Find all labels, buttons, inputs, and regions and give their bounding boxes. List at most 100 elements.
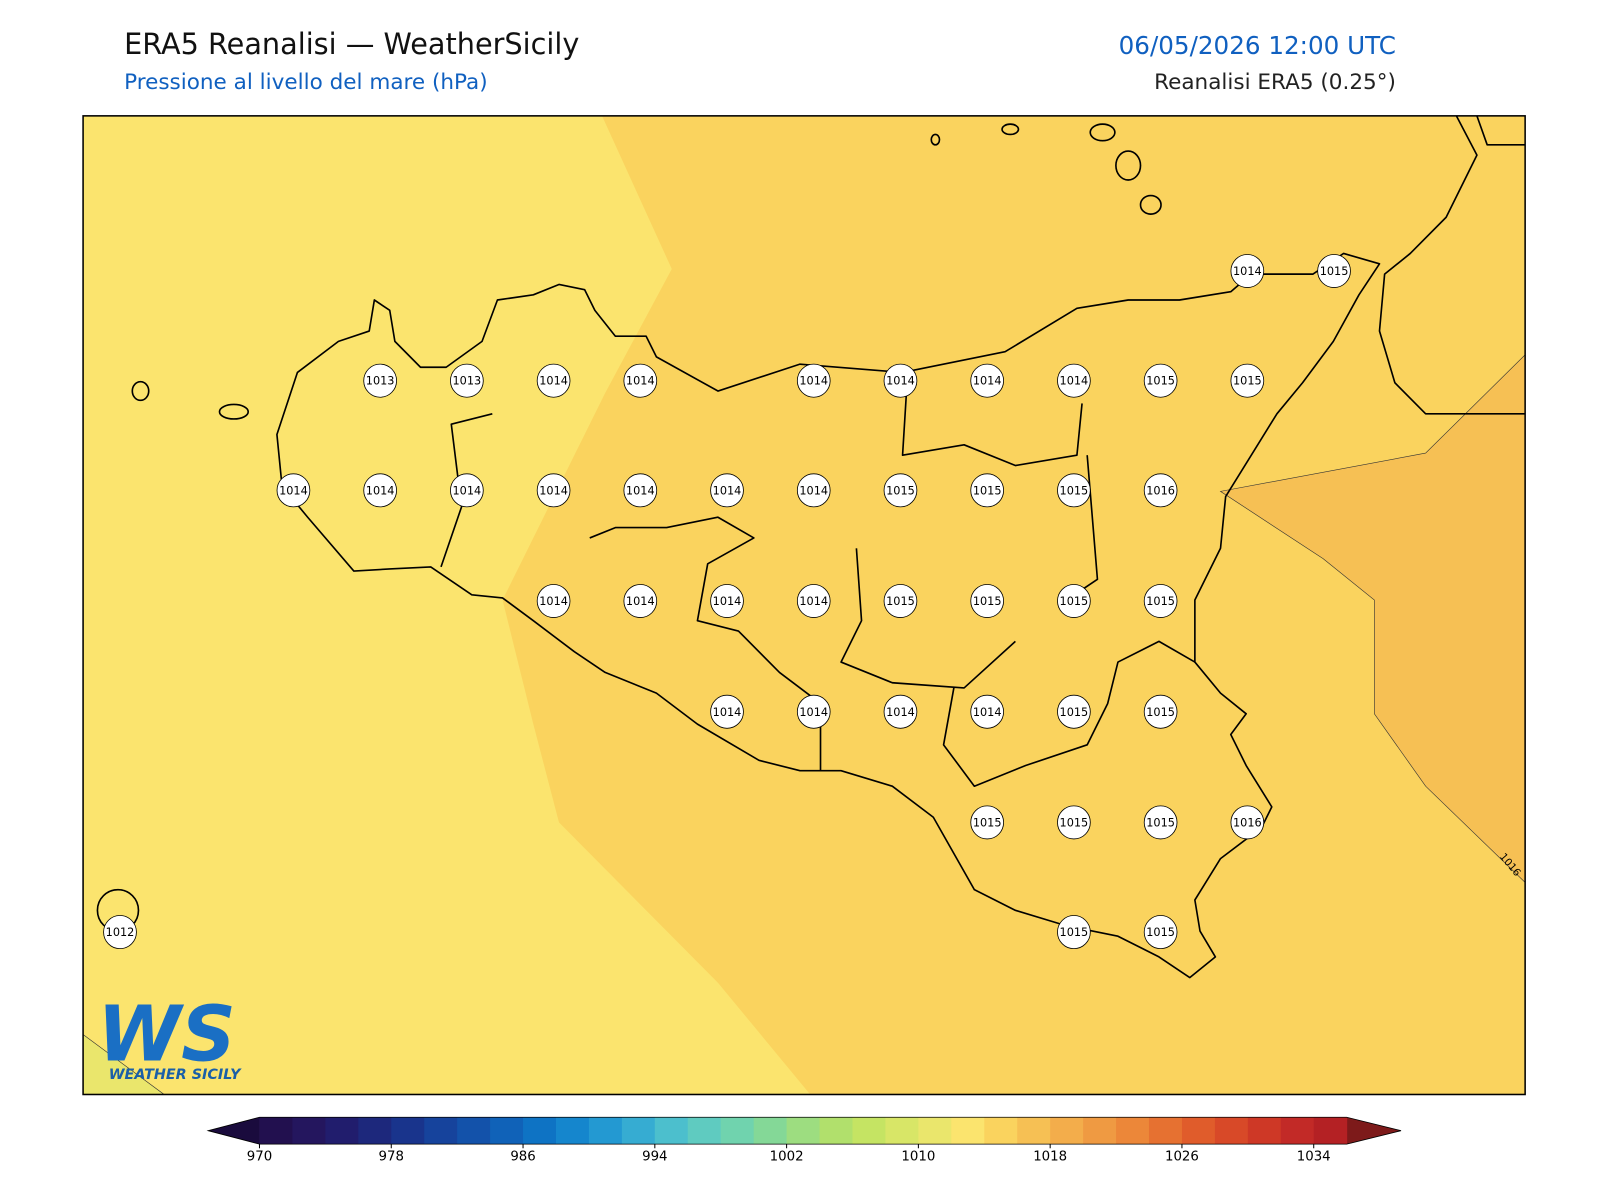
island	[1139, 194, 1162, 215]
colorbar-tick-label: 994	[642, 1150, 667, 1165]
pressure-label: 1015	[1057, 584, 1091, 618]
pressure-label: 1014	[796, 363, 831, 398]
label-circle	[623, 473, 658, 508]
label-circle	[883, 694, 918, 729]
label-text: 1015	[886, 483, 915, 497]
label-text: 1014	[886, 374, 915, 388]
pressure-label: 1016	[1230, 805, 1265, 840]
colorbar-bin	[1280, 1117, 1315, 1145]
label-text: 1014	[626, 374, 655, 388]
label-text: 1015	[973, 815, 1002, 829]
label-text: 1013	[453, 374, 482, 388]
label-circle	[796, 363, 831, 398]
pressure-label: 1014	[796, 473, 831, 508]
label-text: 1015	[1146, 815, 1175, 829]
island	[1115, 150, 1142, 181]
label-circle	[536, 363, 571, 398]
pressure-label: 1015	[1057, 915, 1091, 950]
label-circle	[363, 363, 397, 398]
logo-name: WEATHER SICILY	[109, 1067, 242, 1083]
label-circle	[796, 473, 831, 508]
colorbar-bin	[1247, 1117, 1282, 1145]
label-text: 1015	[1060, 705, 1089, 719]
datetime: 06/05/2026 12:00 UTC	[1119, 31, 1396, 60]
label-text: 1014	[799, 483, 828, 497]
pressure-label: 1014	[623, 473, 658, 508]
label-circle	[883, 473, 918, 508]
colorbar-bin	[259, 1117, 293, 1145]
pressure-label: 1014	[970, 363, 1004, 398]
colorbar-bin	[1181, 1117, 1216, 1145]
label-circle	[1057, 473, 1091, 508]
island	[930, 133, 941, 146]
colorbar-bin	[885, 1117, 919, 1145]
colorbar-bin	[753, 1117, 788, 1145]
colorbar-bin	[1116, 1117, 1150, 1145]
pressure-label: 1015	[883, 584, 918, 618]
colorbar-bin	[490, 1117, 524, 1145]
colorbar-bin	[1017, 1117, 1051, 1145]
pressure-label: 1015	[1317, 254, 1351, 288]
colorbar-bin	[555, 1117, 590, 1145]
label-circle	[1057, 915, 1091, 950]
label-circle	[1057, 694, 1091, 729]
label-circle	[1230, 805, 1265, 840]
colorbar-bin	[523, 1117, 557, 1145]
island	[131, 380, 150, 402]
pressure-label: 1013	[363, 363, 397, 398]
pressure-label: 1015	[970, 584, 1004, 618]
label-circle	[276, 473, 311, 508]
label-circle	[1057, 805, 1091, 840]
label-circle	[1143, 805, 1178, 840]
colorbar-bin	[1313, 1117, 1348, 1145]
pressure-label: 1014	[536, 584, 571, 618]
colorbar-over	[1346, 1117, 1402, 1145]
label-text: 1015	[973, 483, 1002, 497]
colorbar-bin	[654, 1117, 689, 1145]
label-text: 1014	[973, 374, 1002, 388]
colorbar-under	[208, 1117, 260, 1145]
pressure-label: 1014	[1230, 254, 1265, 288]
label-circle	[450, 473, 484, 508]
label-circle	[1057, 363, 1091, 398]
pressure-label: 1012	[103, 915, 137, 950]
colorbar-bin	[984, 1117, 1018, 1145]
label-circle	[536, 584, 571, 618]
colorbar-bin	[588, 1117, 623, 1145]
pressure-label: 1014	[710, 584, 744, 618]
label-text: 1016	[1233, 815, 1262, 829]
label-circle	[1143, 363, 1178, 398]
pressure-label: 1015	[1143, 805, 1178, 840]
pressure-label: 1014	[450, 473, 484, 508]
label-text: 1015	[1060, 925, 1089, 939]
label-text: 1014	[626, 483, 655, 497]
label-text: 1015	[886, 594, 915, 608]
source: Reanalisi ERA5 (0.25°)	[1154, 70, 1396, 95]
logo-initials: WS	[97, 989, 235, 1078]
label-text: 1015	[1060, 815, 1089, 829]
label-text: 1014	[539, 483, 568, 497]
colorbar-bin	[424, 1117, 458, 1145]
label-circle	[623, 584, 658, 618]
label-text: 1015	[973, 594, 1002, 608]
label-text: 1014	[713, 594, 742, 608]
colorbar-tick-label: 1010	[901, 1150, 935, 1165]
label-circle	[970, 805, 1004, 840]
pressure-label: 1014	[1057, 363, 1091, 398]
label-text: 1015	[1060, 483, 1089, 497]
pressure-label: 1015	[970, 805, 1004, 840]
label-circle	[1143, 584, 1178, 618]
subtitle: Pressione al livello del mare (hPa)	[124, 70, 488, 95]
label-text: 1016	[1146, 483, 1175, 497]
logo: WS WEATHER SICILY	[97, 989, 242, 1083]
label-text: 1015	[1146, 374, 1175, 388]
colorbar-bin	[1083, 1117, 1117, 1145]
colorbar-bin	[687, 1117, 722, 1145]
label-text: 1014	[453, 483, 482, 497]
colorbar-tick-label: 1002	[770, 1150, 804, 1165]
pressure-label: 1014	[276, 473, 311, 508]
colorbar-bin	[786, 1117, 821, 1145]
label-text: 1015	[1146, 705, 1175, 719]
label-circle	[883, 584, 918, 618]
label-text: 1015	[1060, 594, 1089, 608]
